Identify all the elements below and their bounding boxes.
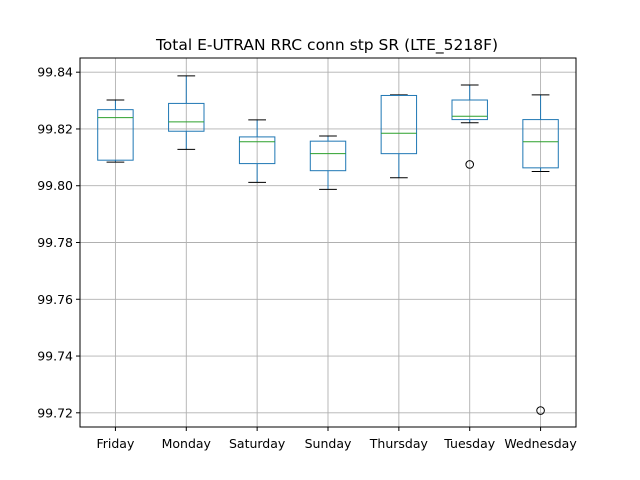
y-tick-label: 99.78 xyxy=(37,235,73,250)
box-group-thursday xyxy=(380,94,418,179)
x-tick-label: Wednesday xyxy=(504,436,577,451)
box-iqr xyxy=(309,140,347,172)
y-tick-label: 99.82 xyxy=(37,121,73,136)
y-tick-label: 99.72 xyxy=(37,405,73,420)
box-group-monday xyxy=(168,75,205,150)
y-tick-label: 99.84 xyxy=(37,65,73,80)
x-tick-label: Friday xyxy=(96,436,134,451)
box-iqr xyxy=(238,136,276,165)
box-group-sunday xyxy=(309,135,347,190)
outlier-point xyxy=(465,160,475,169)
grid-layer xyxy=(80,58,576,427)
x-tick-label: Tuesday xyxy=(443,436,495,451)
box-iqr xyxy=(451,99,488,121)
box-group-friday xyxy=(97,99,134,163)
boxes-layer xyxy=(97,75,559,415)
x-tick-label: Saturday xyxy=(229,436,286,451)
plot-frame xyxy=(79,57,577,428)
x-tick-label: Sunday xyxy=(305,436,352,451)
y-tick-label: 99.80 xyxy=(37,178,73,193)
box-group-wednesday xyxy=(522,94,559,415)
y-axis: 99.72 99.74 99.76 99.78 99.80 99.82 99.84 xyxy=(37,65,80,420)
chart-title: Total E-UTRAN RRC conn stp SR (LTE_5218F… xyxy=(155,36,498,55)
x-tick-label: Monday xyxy=(162,436,212,451)
y-tick-label: 99.76 xyxy=(37,292,73,307)
y-tick-label: 99.74 xyxy=(37,349,73,364)
box-group-saturday xyxy=(238,119,276,183)
box-iqr xyxy=(168,102,205,132)
box-iqr xyxy=(522,119,559,169)
box-iqr xyxy=(97,109,134,161)
box-group-tuesday xyxy=(451,84,488,169)
x-tick-label: Thursday xyxy=(369,436,429,451)
outlier-point xyxy=(536,406,545,415)
x-axis: Friday Monday Saturday Sunday Thursday Tuesda… xyxy=(96,427,577,451)
box-iqr xyxy=(380,94,418,155)
